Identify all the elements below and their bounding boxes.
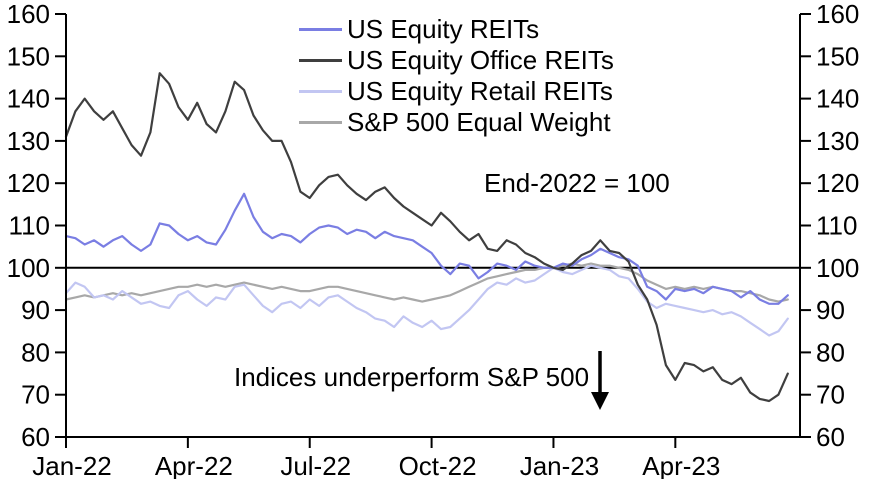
legend-label: US Equity Retail REITs	[347, 76, 613, 106]
y-tick-label-right: 160	[816, 0, 859, 29]
y-tick-label-right: 130	[816, 126, 859, 156]
y-tick-label-right: 60	[816, 422, 845, 452]
y-tick-label-right: 80	[816, 337, 845, 367]
y-tick-label-right: 90	[816, 295, 845, 325]
y-tick-label-right: 140	[816, 84, 859, 114]
legend-line-swatch-lavender	[299, 90, 342, 93]
y-tick-label-left: 160	[7, 0, 50, 29]
chart-legend: US Equity REITs US Equity Office REITs U…	[299, 14, 614, 138]
y-tick-label-left: 150	[7, 41, 50, 71]
y-tick-label-right: 70	[816, 380, 845, 410]
x-tick-label: Jan-23	[520, 451, 600, 479]
annotation-end-2022-base: End-2022 = 100	[484, 168, 670, 198]
legend-label: US Equity REITs	[347, 14, 540, 44]
y-tick-label-left: 70	[21, 380, 50, 410]
legend-label: US Equity Office REITs	[347, 45, 614, 75]
x-tick-label: Jan-22	[32, 451, 112, 479]
y-tick-label-left: 140	[7, 84, 50, 114]
y-tick-label-left: 130	[7, 126, 50, 156]
annotation-indices-underperform: Indices underperform S&P 500	[234, 362, 590, 392]
y-tick-label-right: 100	[816, 253, 859, 283]
legend-line-swatch-gray	[299, 121, 342, 124]
legend-item-sp500-equal-weight: S&P 500 Equal Weight	[299, 107, 614, 138]
x-tick-label: Apr-23	[642, 451, 720, 479]
y-tick-label-left: 80	[21, 337, 50, 367]
x-tick-label: Jul-22	[280, 451, 351, 479]
legend-line-swatch-blue	[299, 28, 342, 31]
legend-line-swatch-dark	[299, 59, 342, 62]
legend-item-us-equity-office-reits: US Equity Office REITs	[299, 45, 614, 76]
y-tick-label-right: 150	[816, 41, 859, 71]
y-tick-label-right: 120	[816, 168, 859, 198]
x-tick-label: Oct-22	[399, 451, 477, 479]
y-tick-label-left: 110	[9, 211, 50, 241]
y-tick-label-left: 60	[21, 422, 50, 452]
series-line-s-p-500-equal-weight	[64, 262, 789, 303]
x-tick-label: Apr-22	[155, 451, 233, 479]
legend-item-us-equity-reits: US Equity REITs	[299, 14, 614, 45]
y-tick-label-left: 90	[21, 295, 50, 325]
series-line-us-equity-reits	[64, 192, 789, 305]
series-line-us-equity-office-reits	[64, 72, 789, 403]
y-tick-label-right: 110	[816, 211, 857, 241]
legend-label: S&P 500 Equal Weight	[347, 107, 611, 137]
down-arrow-icon	[591, 351, 609, 410]
y-tick-label-left: 100	[7, 253, 50, 283]
y-tick-label-left: 120	[7, 168, 50, 198]
series-line-us-equity-retail-reits	[64, 264, 789, 337]
legend-item-us-equity-retail-reits: US Equity Retail REITs	[299, 76, 614, 107]
